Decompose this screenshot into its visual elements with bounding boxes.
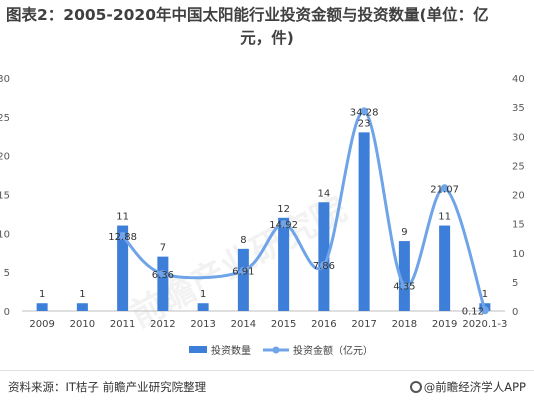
x-axis-tick-label: 2016 (311, 319, 336, 330)
x-axis-tick-label: 2010 (70, 319, 95, 330)
left-axis-tick-label: 20 (0, 152, 10, 163)
left-axis-tick-label: 0 (4, 307, 10, 318)
left-axis-tick-label: 5 (4, 268, 10, 279)
right-axis-tick-label: 25 (512, 161, 525, 172)
line-data-label: 21.07 (430, 184, 459, 195)
right-axis-tick-label: 15 (512, 220, 525, 231)
bar (278, 217, 290, 311)
bar (76, 303, 88, 311)
x-axis-tick-label: 2009 (29, 319, 54, 330)
legend-bar-label: 投资数量 (211, 344, 251, 357)
bar (398, 241, 410, 311)
line-data-label: 4.35 (393, 282, 415, 293)
bar-data-label: 23 (358, 118, 371, 129)
x-axis-tick-label: 2020.1-3 (462, 319, 507, 330)
x-axis-tick-label: 2015 (271, 319, 296, 330)
line-data-label: 6.91 (232, 267, 254, 278)
x-axis-tick-label: 2019 (432, 319, 457, 330)
bar-data-label: 7 (160, 243, 166, 254)
x-axis-tick-label: 2012 (150, 319, 175, 330)
bar-data-label: 11 (116, 212, 129, 223)
line-data-label: 12.88 (108, 232, 137, 243)
line-marker (239, 266, 248, 275)
line-data-label: 7.86 (313, 261, 335, 272)
left-axis-tick-label: 10 (0, 229, 10, 240)
right-axis-tick-label: 0 (512, 307, 518, 318)
left-axis-tick-label: 25 (0, 113, 10, 124)
bar-data-label: 11 (438, 212, 451, 223)
brand-credit-text: @前瞻经济学人APP (423, 380, 526, 394)
line-data-label: 34.28 (350, 107, 379, 118)
line-marker (400, 281, 409, 290)
right-axis-tick-label: 5 (512, 278, 518, 289)
series-line (121, 109, 487, 311)
bar (117, 225, 129, 311)
x-axis-tick-label: 2018 (392, 319, 417, 330)
line-marker (360, 107, 369, 116)
bar-data-label: 12 (277, 204, 290, 215)
bar-data-label: 1 (482, 289, 488, 300)
footer: 资料来源：IT桔子 前瞻产业研究院整理 @前瞻经济学人APP (0, 370, 534, 405)
chart-title: 图表2：2005-2020年中国太阳能行业投资金额与投资数量(单位：亿 元，件) (6, 4, 528, 50)
combo-chart: 前瞻产业研究院051015202530051015202530354020092… (0, 74, 525, 357)
legend-line-label: 投资金额（亿元） (293, 344, 373, 357)
left-axis-tick-label: 30 (0, 74, 10, 85)
title-line-2: 元，件) (240, 29, 294, 47)
right-axis-tick-label: 20 (512, 191, 525, 202)
bar-data-label: 9 (401, 227, 407, 238)
bar (157, 256, 169, 311)
bar (318, 202, 330, 311)
x-axis-tick-label: 2014 (231, 319, 256, 330)
bar-data-label: 1 (79, 289, 85, 300)
brand-credit: @前瞻经济学人APP (409, 379, 526, 395)
line-data-label: 6.36 (152, 270, 174, 281)
x-axis-tick-label: 2017 (351, 319, 376, 330)
line-marker (118, 231, 127, 240)
bar (197, 303, 209, 311)
left-axis-tick-label: 15 (0, 191, 10, 202)
right-axis-tick-label: 10 (512, 249, 525, 260)
line-data-label: 14.92 (269, 220, 298, 231)
bar-data-label: 1 (39, 289, 45, 300)
chart-area: 前瞻产业研究院051015202530051015202530354020092… (0, 58, 534, 368)
bar (358, 132, 370, 311)
title-line-1: 图表2：2005-2020年中国太阳能行业投资金额与投资数量(单位：亿 (6, 6, 489, 24)
x-axis-tick-label: 2013 (190, 319, 215, 330)
line-marker (279, 220, 288, 229)
legend-bar-swatch (189, 346, 207, 353)
right-axis-tick-label: 30 (512, 132, 525, 143)
x-axis-tick-label: 2011 (110, 319, 135, 330)
brand-logo-icon (409, 381, 422, 393)
right-axis-tick-label: 35 (512, 103, 525, 114)
line-data-label: 0.12 (462, 306, 484, 317)
bar-data-label: 8 (240, 235, 246, 246)
bar (439, 225, 451, 311)
legend-line-marker (272, 346, 280, 354)
source-note: 资料来源：IT桔子 前瞻产业研究院整理 (8, 380, 207, 394)
bar (36, 303, 48, 311)
right-axis-tick-label: 40 (512, 74, 525, 85)
line-marker (158, 269, 167, 278)
bar (237, 248, 249, 311)
line-marker (319, 261, 328, 270)
line-marker (440, 184, 449, 193)
bar-data-label: 14 (318, 188, 331, 199)
bar-data-label: 1 (200, 289, 206, 300)
line-marker (480, 306, 489, 315)
